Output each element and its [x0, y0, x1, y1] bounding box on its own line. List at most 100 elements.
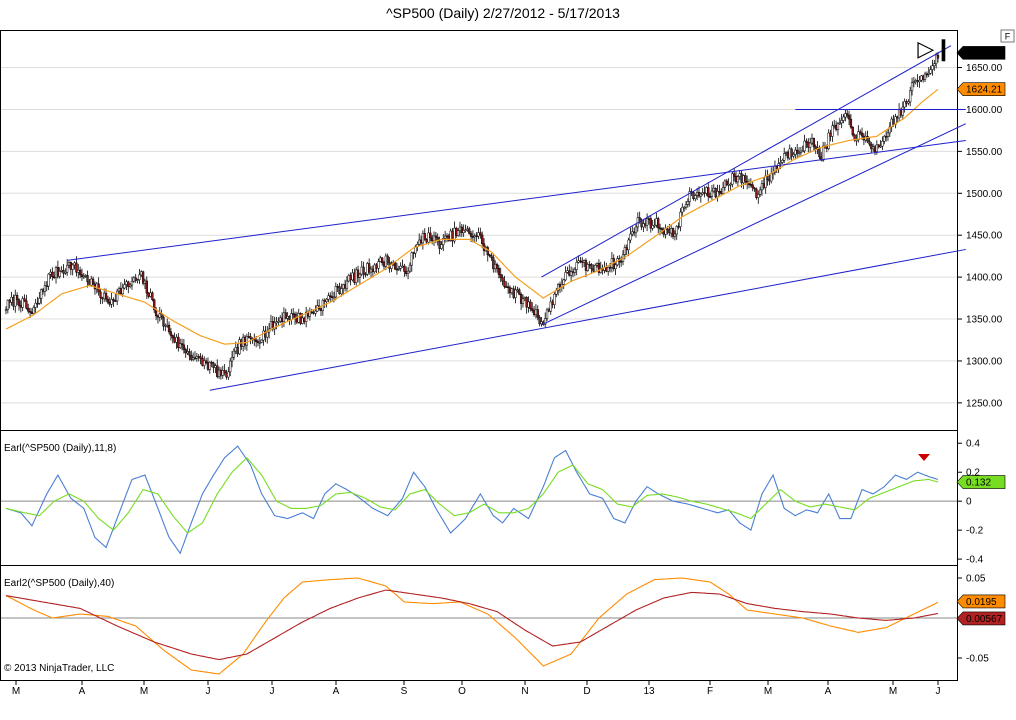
candle-body [881, 140, 884, 147]
candle-body [740, 173, 743, 184]
price-panel[interactable]: 1250.00 1300.00 1350.00 1400.00 1450.00 1500.… [1, 36, 1006, 409]
candle-body [30, 311, 34, 314]
candle-body [899, 108, 903, 116]
candle-body [229, 360, 232, 373]
candle-body [275, 321, 278, 324]
candle-body [19, 305, 22, 308]
candle-body [10, 296, 13, 303]
candle-body [801, 150, 804, 153]
play-icon: ▷❙ [917, 36, 952, 62]
candle-body [471, 236, 475, 238]
candle-body [846, 113, 849, 116]
candle-body [401, 265, 404, 268]
x-tick-label: 13 [643, 686, 655, 697]
candle-body [836, 123, 840, 130]
candle-body [173, 337, 176, 343]
candle-body [577, 260, 580, 263]
candle-body [442, 238, 445, 245]
candle-body [397, 268, 400, 270]
candle-body [707, 187, 710, 197]
candle-body [866, 135, 869, 142]
candle-body [375, 264, 378, 269]
candle-body [303, 317, 306, 322]
candle-body [343, 284, 347, 289]
candle-body [219, 369, 223, 376]
candle-body [69, 262, 73, 270]
candle-body [716, 191, 719, 198]
candle-body [666, 228, 669, 231]
candle-body [54, 267, 58, 278]
candle-body [731, 173, 734, 185]
candle-body [597, 263, 601, 273]
candle-body [907, 101, 910, 104]
sma-value-tag: 1624.21 [956, 82, 1006, 96]
earl-panel[interactable]: 0.4 0.2 0 -0.2 -0.4 0.132 [1, 439, 1006, 566]
candle-body [466, 228, 469, 231]
candle-body [45, 285, 48, 287]
candle-body [334, 286, 337, 298]
trendline [541, 45, 952, 278]
series-slow [5, 456, 939, 534]
candle-body [849, 118, 853, 128]
candle-body [464, 229, 467, 232]
candle-body [325, 299, 328, 302]
candle-body [914, 80, 917, 83]
candle-body [638, 217, 641, 221]
osc-ytick-label: -0.4 [966, 555, 984, 566]
candle-body [305, 311, 308, 322]
candle-body [136, 279, 139, 281]
candle-body [269, 321, 273, 330]
candle-body [892, 118, 895, 125]
candle-body [523, 297, 526, 299]
candle-body [14, 295, 17, 307]
candle-body [123, 284, 126, 289]
earl2-slow-tag: 0.00567 [956, 611, 1006, 626]
candle-body [82, 275, 85, 278]
candle-body [232, 350, 236, 358]
candle-body [549, 301, 552, 312]
candle-body [38, 298, 41, 304]
candle-body [794, 149, 797, 155]
candle-body [916, 80, 919, 83]
candle-body [258, 341, 261, 344]
candle-body [788, 148, 791, 159]
corner-button[interactable]: F [1000, 29, 1015, 43]
price-ytick-label: 1450.00 [966, 231, 1003, 242]
candle-body [130, 280, 134, 286]
candle-body [208, 362, 211, 370]
candle-body [518, 289, 521, 295]
candle-body [582, 260, 586, 263]
candle-body [406, 270, 410, 274]
candle-body [477, 232, 480, 237]
candle-body [277, 320, 280, 323]
candle-body [870, 143, 873, 150]
candle-body [436, 236, 439, 242]
candle-body [531, 308, 534, 311]
candle-body [497, 268, 501, 275]
candle-body [875, 144, 879, 152]
candle-body [395, 268, 399, 271]
candle-body [223, 370, 226, 374]
candle-body [605, 267, 608, 272]
candle-body [386, 255, 389, 263]
candle-body [356, 269, 360, 278]
candle-body [625, 247, 628, 251]
candle-body [705, 187, 708, 194]
candle-body [169, 331, 173, 336]
series-slow [5, 589, 939, 661]
candle-body [888, 126, 891, 134]
candle-body [469, 233, 473, 237]
candle-body [212, 362, 215, 368]
earl2-fast-tag-box [956, 594, 1006, 609]
candle-body [455, 227, 458, 236]
candle-body [608, 267, 612, 269]
candle-body [551, 301, 554, 305]
candle-body [166, 324, 169, 327]
candle-body [529, 301, 532, 309]
candle-body [886, 132, 890, 137]
candle-body [584, 260, 588, 271]
candle-body [266, 331, 269, 338]
candle-body [53, 276, 56, 278]
